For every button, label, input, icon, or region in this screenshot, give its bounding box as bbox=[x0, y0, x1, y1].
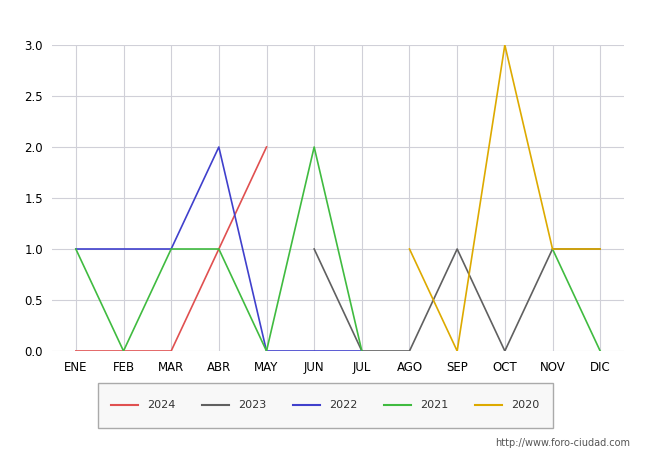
Text: 2023: 2023 bbox=[239, 400, 266, 410]
FancyBboxPatch shape bbox=[98, 382, 552, 428]
Text: Matriculaciones de Vehiculos en Tresjuncos: Matriculaciones de Vehiculos en Tresjunc… bbox=[146, 9, 504, 27]
Text: 2022: 2022 bbox=[330, 400, 358, 410]
Text: 2021: 2021 bbox=[421, 400, 448, 410]
Text: 2020: 2020 bbox=[512, 400, 540, 410]
Text: 2024: 2024 bbox=[148, 400, 176, 410]
Text: http://www.foro-ciudad.com: http://www.foro-ciudad.com bbox=[495, 438, 630, 448]
